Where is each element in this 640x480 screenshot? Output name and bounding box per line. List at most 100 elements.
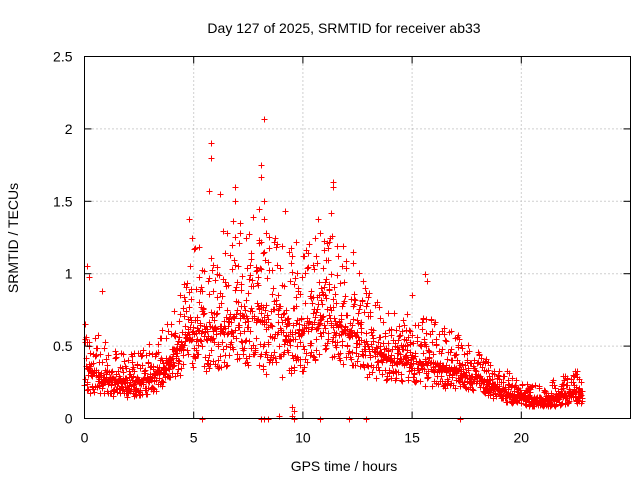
data-point: [172, 333, 179, 340]
data-point: [84, 387, 91, 394]
data-point: [453, 351, 460, 358]
data-point: [357, 302, 364, 309]
data-point: [273, 297, 280, 304]
data-point: [99, 288, 106, 295]
data-point: [144, 391, 151, 398]
data-point: [159, 327, 166, 334]
data-point: [201, 268, 208, 275]
data-point: [324, 340, 331, 347]
data-point: [227, 252, 234, 259]
data-point: [132, 391, 139, 398]
data-point: [190, 324, 197, 331]
data-point: [295, 285, 302, 292]
data-point: [286, 320, 293, 327]
data-point: [369, 369, 376, 376]
data-point: [188, 296, 195, 303]
data-point: [280, 329, 287, 336]
data-point: [495, 372, 502, 379]
data-point: [176, 358, 183, 365]
data-point: [112, 355, 119, 362]
data-point: [159, 357, 166, 364]
data-point: [321, 322, 328, 329]
data-point: [289, 269, 296, 276]
data-point: [393, 327, 400, 334]
data-point: [291, 416, 298, 423]
data-point: [235, 263, 242, 270]
data-point: [310, 262, 317, 269]
data-point: [242, 319, 249, 326]
data-point: [181, 313, 188, 320]
data-point: [213, 326, 220, 333]
data-point: [263, 371, 270, 378]
data-point: [110, 393, 117, 400]
data-point: [311, 266, 318, 273]
data-point: [470, 387, 477, 394]
data-point: [320, 265, 327, 272]
data-point: [183, 284, 190, 291]
data-point: [301, 346, 308, 353]
data-point: [301, 364, 308, 371]
data-point: [334, 339, 341, 346]
data-point: [261, 116, 268, 123]
data-point: [188, 319, 195, 326]
data-point: [263, 302, 270, 309]
data-point: [550, 377, 557, 384]
data-point: [294, 343, 301, 350]
data-point: [322, 292, 329, 299]
data-point: [184, 347, 191, 354]
data-point: [145, 360, 152, 367]
data-point: [346, 416, 353, 423]
data-point: [235, 299, 242, 306]
data-point: [196, 299, 203, 306]
data-point: [181, 294, 188, 301]
data-point: [289, 253, 296, 260]
data-point: [385, 340, 392, 347]
data-point: [211, 339, 218, 346]
data-point: [215, 365, 222, 372]
data-point: [326, 239, 333, 246]
data-point: [341, 298, 348, 305]
data-point: [506, 370, 513, 377]
y-axis-label: SRMTID / TECUs: [5, 183, 21, 293]
data-point: [429, 328, 436, 335]
data-point: [297, 362, 304, 369]
data-point: [232, 198, 239, 205]
data-point: [552, 385, 559, 392]
data-point: [275, 292, 282, 299]
data-point: [317, 230, 324, 237]
data-point: [206, 365, 213, 372]
data-point: [206, 275, 213, 282]
data-point: [509, 400, 516, 407]
data-point: [492, 390, 499, 397]
data-point: [417, 378, 424, 385]
data-point: [405, 357, 412, 364]
data-point: [346, 348, 353, 355]
data-point: [377, 334, 384, 341]
data-point: [173, 353, 180, 360]
data-point: [305, 264, 312, 271]
data-point: [236, 355, 243, 362]
data-point: [210, 262, 217, 269]
data-point: [153, 388, 160, 395]
data-point: [438, 350, 445, 357]
data-point: [373, 375, 380, 382]
data-point: [197, 320, 204, 327]
data-point: [519, 382, 526, 389]
data-point: [248, 256, 255, 263]
data-point: [430, 351, 437, 358]
data-point: [224, 307, 231, 314]
data-point: [217, 191, 224, 198]
data-point: [461, 351, 468, 358]
data-point: [180, 352, 187, 359]
data-point: [334, 243, 341, 250]
data-point: [358, 325, 365, 332]
data-point: [325, 257, 332, 264]
data-point: [208, 140, 215, 147]
data-point: [310, 310, 317, 317]
data-point: [330, 184, 337, 191]
data-point: [328, 210, 335, 217]
y-tick-label: 1.5: [53, 193, 73, 209]
data-point: [527, 389, 534, 396]
data-point: [528, 384, 535, 391]
y-tick-label: 2: [65, 121, 73, 137]
